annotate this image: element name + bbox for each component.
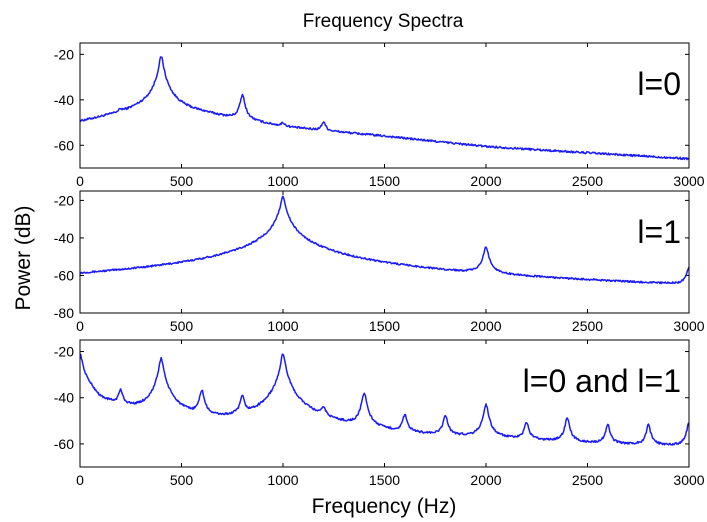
- panel-annotation: l=0 and l=1: [523, 363, 681, 399]
- y-tick-label: -60: [54, 436, 74, 452]
- x-tick-label: 2000: [470, 472, 501, 488]
- y-tick-label: -40: [54, 390, 74, 406]
- x-tick-label: 1500: [369, 318, 400, 334]
- chart-title: Frequency Spectra: [303, 11, 464, 32]
- x-tick-label: 1500: [369, 472, 400, 488]
- subplots: 0 500 1000 1500 2000 2500 3000 -60 -40 -20 l=0 0 500…: [54, 42, 705, 488]
- panel-annotation: l=1: [637, 214, 681, 250]
- axes-frame: [79, 339, 690, 468]
- x-tick-label: 3000: [673, 472, 704, 488]
- x-tick-label: 1000: [267, 173, 298, 189]
- axes-frame: [79, 190, 690, 314]
- x-tick-label: 0: [76, 472, 84, 488]
- x-tick-label: 2500: [572, 173, 603, 189]
- spectrum-panel-2: 0 500 1000 1500 2000 2500 3000 -80 -60 -40 -20 l=1: [54, 190, 705, 334]
- x-tick-label: 1500: [369, 173, 400, 189]
- spectrum-line: [79, 195, 690, 285]
- x-tick-label: 500: [170, 173, 194, 189]
- x-tick-label: 2000: [470, 318, 501, 334]
- x-tick-label: 1000: [267, 318, 298, 334]
- x-tick-label: 500: [170, 318, 194, 334]
- y-tick-label: -60: [54, 267, 74, 283]
- y-axis-label: Power (dB): [12, 205, 35, 310]
- x-tick-label: 2000: [470, 173, 501, 189]
- x-tick-label: 0: [76, 173, 84, 189]
- x-tick-label: 2500: [572, 318, 603, 334]
- spectrum-line: [79, 56, 690, 161]
- axes-frame: [79, 42, 690, 169]
- x-tick-label: 1000: [267, 472, 298, 488]
- y-tick-label: -40: [54, 92, 74, 108]
- x-tick-label: 2500: [572, 472, 603, 488]
- y-tick-label: -80: [54, 305, 74, 321]
- y-tick-label: -60: [54, 137, 74, 153]
- x-tick-label: 3000: [673, 318, 704, 334]
- x-tick-label: 500: [170, 472, 194, 488]
- y-tick-label: -40: [54, 230, 74, 246]
- spectrum-panel-1: 0 500 1000 1500 2000 2500 3000 -60 -40 -20 l=0: [54, 42, 705, 189]
- panel-annotation: l=0: [637, 66, 681, 102]
- y-tick-label: -20: [54, 344, 74, 360]
- y-tick-label: -20: [54, 192, 74, 208]
- spectrum-panel-3: 0 500 1000 1500 2000 2500 3000 -60 -40 -20 l=0 and…: [54, 339, 705, 488]
- y-tick-label: -20: [54, 46, 74, 62]
- x-tick-label: 0: [76, 318, 84, 334]
- spectrum-line: [79, 353, 690, 446]
- x-axis-label: Frequency (Hz): [312, 495, 457, 518]
- x-tick-label: 3000: [673, 173, 704, 189]
